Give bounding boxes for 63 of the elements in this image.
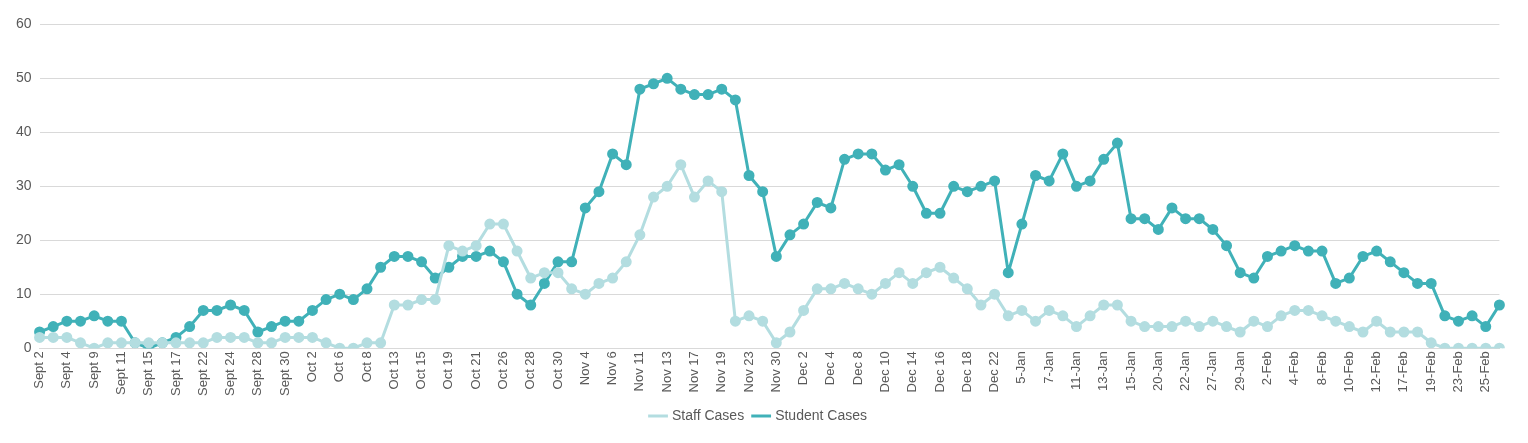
y-tick-label: 30 (15, 177, 32, 194)
x-tick-label: 23-Feb (1450, 351, 1466, 393)
x-tick-label: 20-Jan (1149, 351, 1165, 391)
x-tick-label: Oct 8 (358, 351, 374, 383)
x-tick-label: 12-Feb (1368, 351, 1384, 393)
x-tick-label: Dec 22 (986, 351, 1002, 393)
x-tick-label: Dec 16 (931, 351, 947, 393)
x-tick-label: Sept 4 (58, 351, 74, 389)
x-tick-label: 8-Feb (1313, 351, 1329, 386)
x-tick-label: Oct 13 (385, 351, 401, 390)
x-tick-label: Oct 6 (331, 351, 347, 383)
x-tick-label: 29-Jan (1231, 351, 1247, 391)
x-tick-label: Dec 10 (877, 351, 893, 393)
x-tick-label: Oct 28 (522, 351, 538, 390)
x-tick-label: 5-Jan (1013, 351, 1029, 384)
x-tick-label: 17-Feb (1395, 351, 1411, 393)
x-tick-label: Oct 26 (495, 351, 511, 390)
x-tick-label: Dec 4 (822, 351, 838, 386)
y-tick-label: 50 (15, 69, 32, 86)
x-tick-label: Nov 30 (767, 351, 783, 393)
y-tick-label: 10 (15, 285, 32, 302)
x-tick-label: Oct 21 (467, 351, 483, 390)
x-tick-label: 11-Jan (1068, 351, 1084, 390)
x-tick-label: Nov 17 (686, 351, 702, 393)
x-tick-label: 13-Jan (1095, 351, 1111, 391)
x-tick-label: Oct 30 (549, 351, 565, 390)
x-tick-label: 15-Jan (1122, 351, 1138, 391)
y-tick-label: 20 (15, 231, 32, 248)
y-tick-label: 40 (15, 123, 32, 140)
x-tick-label: Oct 2 (304, 351, 320, 383)
x-tick-label: 2-Feb (1259, 351, 1275, 386)
x-tick-label: Dec 2 (795, 351, 811, 386)
x-tick-label: Dec 8 (849, 351, 865, 386)
legend-label: Student Cases (775, 406, 867, 423)
x-tick-label: Sept 28 (249, 351, 265, 397)
x-tick-label: Sept 9 (85, 351, 101, 389)
x-tick-label: Nov 23 (740, 351, 756, 393)
x-tick-label: Sept 24 (222, 351, 238, 397)
x-tick-label: 19-Feb (1422, 351, 1438, 393)
x-tick-label: 25-Feb (1477, 351, 1493, 393)
x-tick-label: 22-Jan (1177, 351, 1193, 391)
x-tick-label: Nov 19 (713, 351, 729, 393)
y-tick-label: 0 (23, 339, 32, 356)
x-tick-label: Sept 22 (194, 351, 210, 397)
x-tick-label: Oct 15 (413, 351, 429, 390)
x-tick-label: Dec 14 (904, 351, 920, 393)
x-tick-label: Oct 19 (440, 351, 456, 390)
x-tick-label: 27-Jan (1204, 351, 1220, 391)
x-tick-label: 10-Feb (1340, 351, 1356, 393)
x-tick-label: Sept 30 (276, 351, 292, 397)
x-tick-label: Sept 2 (31, 351, 47, 389)
x-tick-label: 7-Jan (1040, 351, 1056, 384)
y-tick-label: 60 (15, 15, 32, 32)
x-tick-label: Sept 15 (140, 351, 156, 397)
x-tick-label: Nov 4 (576, 351, 592, 386)
x-tick-label: Nov 11 (631, 351, 647, 392)
x-tick-label: Sept 11 (113, 351, 129, 396)
x-tick-label: Nov 6 (604, 351, 620, 386)
x-tick-label: 4-Feb (1286, 351, 1302, 386)
x-tick-label: Sept 17 (167, 351, 183, 397)
legend-label: Staff Cases (672, 406, 745, 423)
x-tick-label: Dec 18 (958, 351, 974, 393)
x-tick-label: Nov 13 (658, 351, 674, 393)
